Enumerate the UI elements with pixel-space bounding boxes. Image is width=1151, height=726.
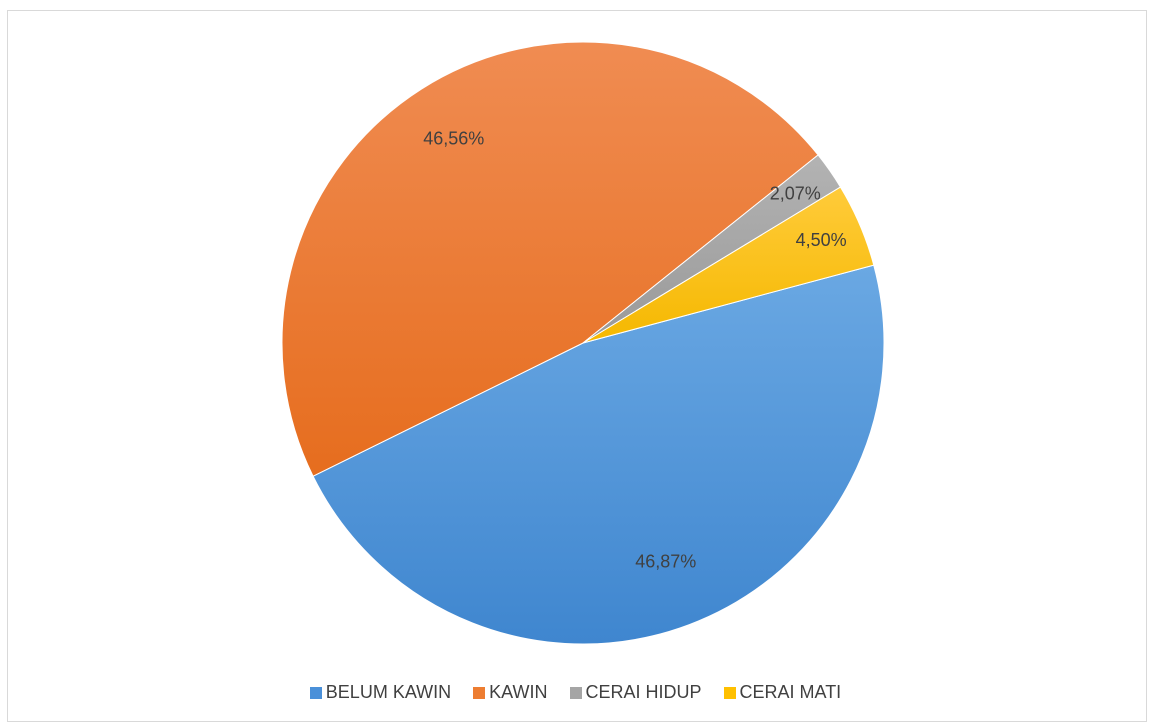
data-label-belum-kawin: 46,87%	[635, 551, 696, 571]
legend-label-cerai-hidup: CERAI HIDUP	[585, 682, 702, 702]
data-label-cerai-hidup: 2,07%	[770, 184, 821, 204]
legend-swatch-belum-kawin	[309, 686, 322, 699]
legend-swatch-cerai-hidup	[569, 686, 582, 699]
legend-label-kawin: KAWIN	[489, 682, 548, 702]
legend-item-kawin: KAWIN	[473, 682, 548, 703]
pie-slice-cerai-mati	[582, 186, 875, 344]
pie-slices	[281, 41, 885, 645]
data-label-cerai-mati: 4,50%	[796, 230, 847, 250]
legend-item-belum-kawin: BELUM KAWIN	[309, 682, 452, 703]
legend-item-cerai-mati: CERAI MATI	[723, 682, 842, 703]
data-label-kawin: 46,56%	[423, 129, 484, 149]
legend-label-cerai-mati: CERAI MATI	[739, 682, 842, 702]
legend-swatch-kawin	[473, 686, 486, 699]
pie-slice-kawin	[281, 41, 819, 477]
pie-data-labels: 46,87% 46,56% 2,07% 4,50%	[423, 129, 846, 572]
legend-swatch-cerai-mati	[723, 686, 736, 699]
chart-legend: BELUM KAWIN KAWIN CERAI HIDUP CERAI MATI	[0, 682, 1151, 703]
pie-slice-belum-kawin	[312, 264, 885, 645]
legend-label-belum-kawin: BELUM KAWIN	[325, 682, 452, 702]
legend-item-cerai-hidup: CERAI HIDUP	[569, 682, 702, 703]
